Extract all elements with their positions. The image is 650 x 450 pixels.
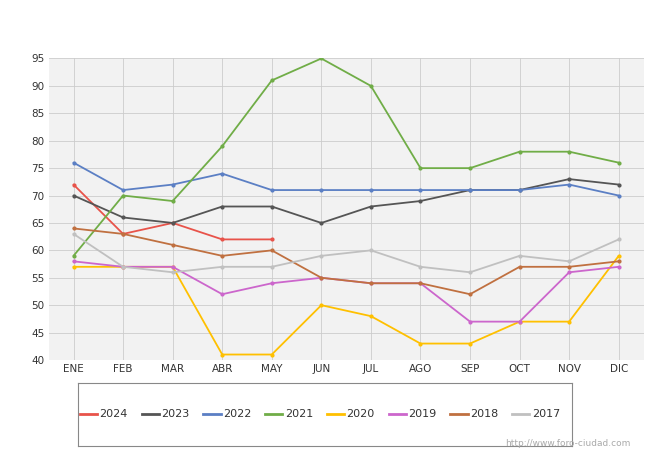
Text: 2022: 2022 bbox=[223, 409, 252, 419]
Text: 2018: 2018 bbox=[470, 409, 499, 419]
Text: 2020: 2020 bbox=[346, 409, 375, 419]
Text: 2019: 2019 bbox=[408, 409, 437, 419]
Text: 2023: 2023 bbox=[161, 409, 190, 419]
Text: 2024: 2024 bbox=[99, 409, 128, 419]
Text: Afiliados en Bellús a 31/5/2024: Afiliados en Bellús a 31/5/2024 bbox=[196, 18, 454, 36]
Text: http://www.foro-ciudad.com: http://www.foro-ciudad.com bbox=[505, 439, 630, 448]
Text: 2021: 2021 bbox=[285, 409, 313, 419]
Text: 2017: 2017 bbox=[532, 409, 560, 419]
